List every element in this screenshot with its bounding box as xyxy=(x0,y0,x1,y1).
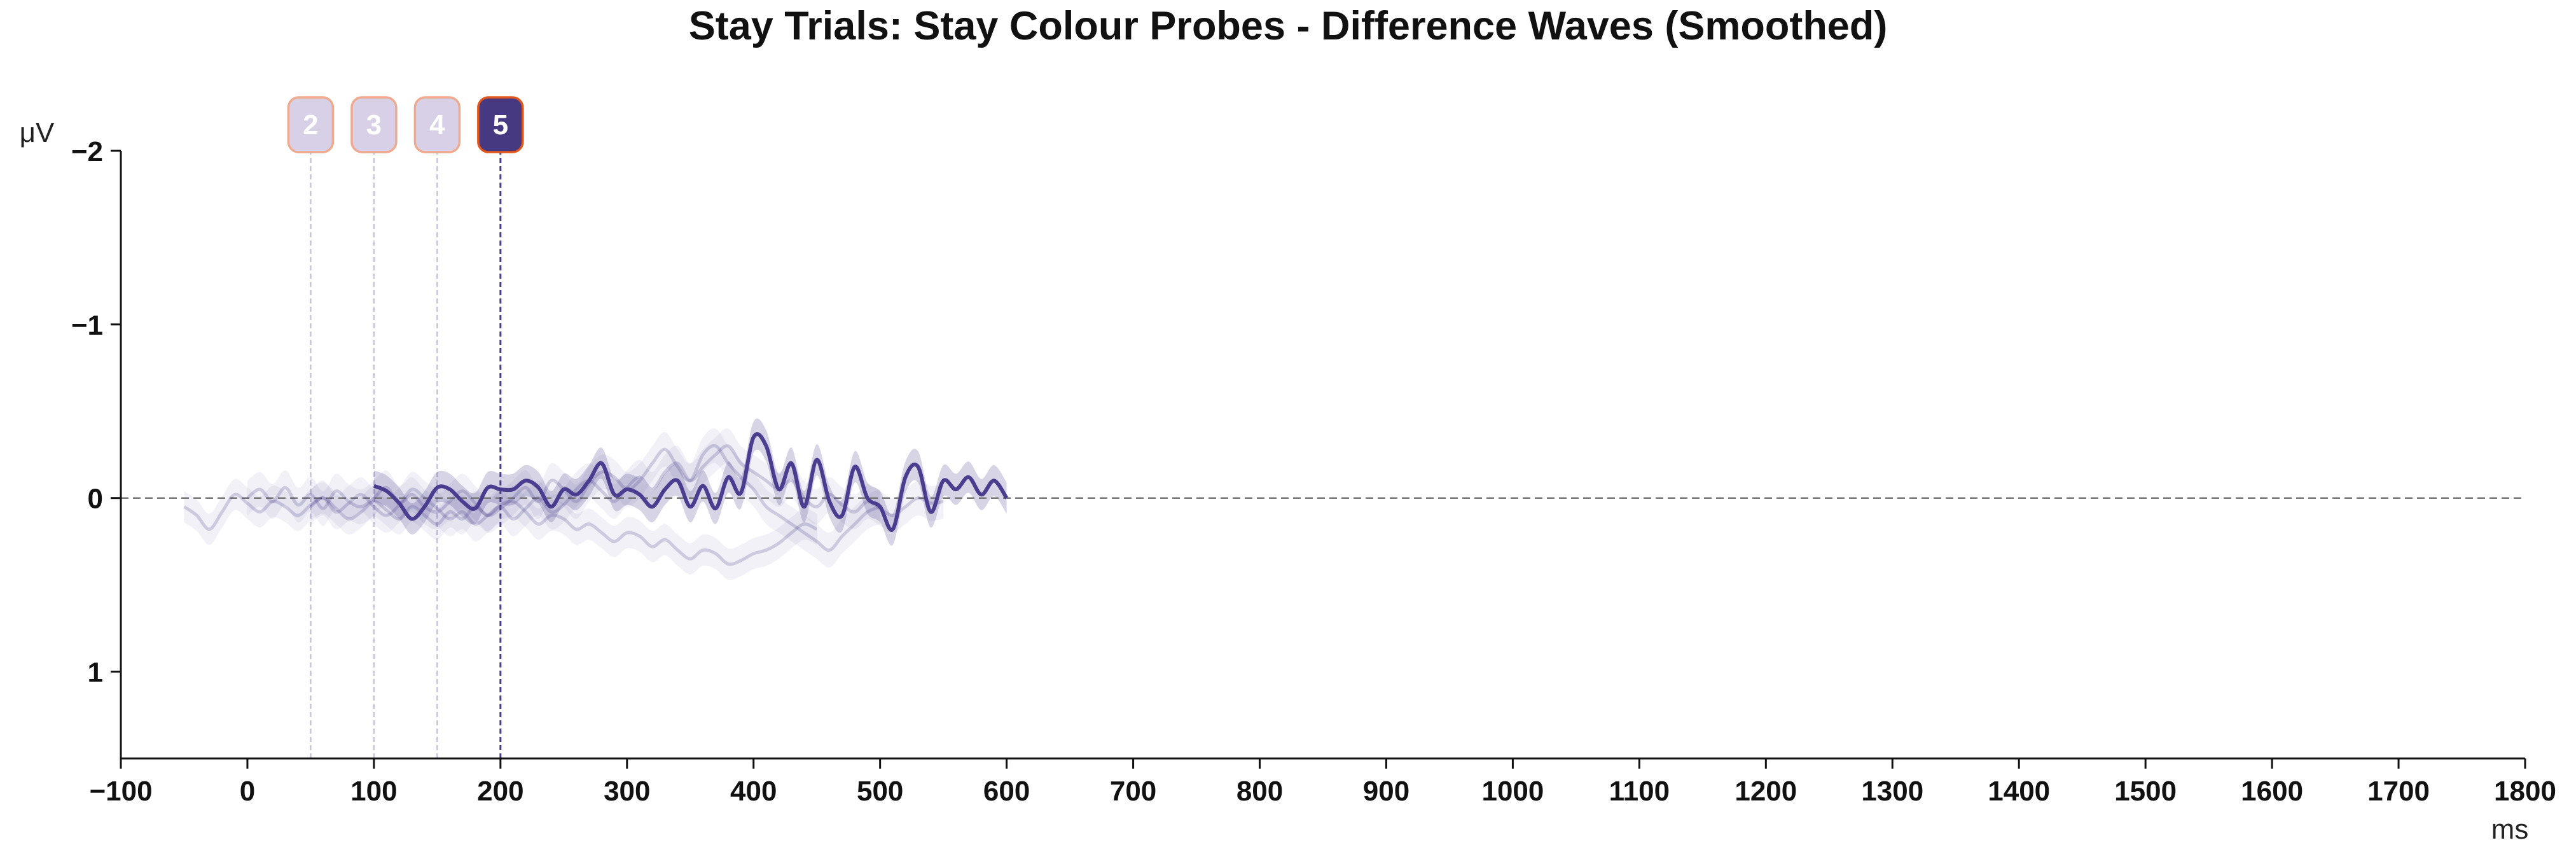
x-tick-label: 1700 xyxy=(2367,776,2430,807)
y-tick-label: −1 xyxy=(71,310,103,341)
axes-layer: −100 0 100 200 300 400 500 600 700 800 900 1000 1100… xyxy=(71,136,2556,807)
onset-badge-label-5: 5 xyxy=(493,109,508,141)
x-tick-label: 600 xyxy=(983,776,1030,807)
ci-bands-layer xyxy=(184,418,1007,580)
onset-badge-label-2: 2 xyxy=(303,109,318,141)
x-tick-label: 300 xyxy=(604,776,650,807)
onset-markers-layer: 2 3 4 5 xyxy=(287,96,524,758)
onset-badge-2 xyxy=(287,96,335,153)
x-tick-label: 0 xyxy=(240,776,255,807)
ci-band-3 xyxy=(310,428,944,541)
onset-badge-label-3: 3 xyxy=(366,109,382,141)
x-tick-label: 1300 xyxy=(1861,776,1923,807)
onset-badge-4 xyxy=(413,96,461,153)
series-line-1 xyxy=(183,492,818,566)
x-tick-label: 800 xyxy=(1236,776,1283,807)
x-tick-label: 1100 xyxy=(1609,776,1670,807)
onset-badge-5 xyxy=(477,96,524,153)
x-tick-label: 1000 xyxy=(1481,776,1544,807)
x-tick-label: 200 xyxy=(477,776,523,807)
onset-badge-3 xyxy=(350,96,398,153)
x-tick-label: 1500 xyxy=(2114,776,2177,807)
ci-band-2 xyxy=(247,428,880,568)
y-axis-label: μV xyxy=(20,117,55,148)
x-tick-label: 1600 xyxy=(2241,776,2303,807)
x-tick-label: 1200 xyxy=(1735,776,1797,807)
x-tick-label: 1400 xyxy=(1988,776,2050,807)
series-line-4 xyxy=(373,432,1009,532)
x-tick-label: 900 xyxy=(1363,776,1409,807)
x-axis-label: ms xyxy=(2491,814,2529,845)
chart-title: Stay Trials: Stay Colour Probes - Differ… xyxy=(689,4,1888,48)
onset-badge-label-4: 4 xyxy=(429,109,445,141)
ci-band-1 xyxy=(184,478,817,580)
y-tick-label: 0 xyxy=(88,484,103,515)
y-tick-label: −2 xyxy=(71,136,103,167)
y-tick-label: 1 xyxy=(88,657,103,688)
x-tick-label: 700 xyxy=(1110,776,1156,807)
x-tick-label: 100 xyxy=(350,776,397,807)
x-tick-label: 1800 xyxy=(2494,776,2556,807)
x-tick-label: −100 xyxy=(89,776,152,807)
x-tick-label: 400 xyxy=(730,776,777,807)
x-tick-label: 500 xyxy=(857,776,903,807)
series-lines-layer xyxy=(183,432,1009,566)
